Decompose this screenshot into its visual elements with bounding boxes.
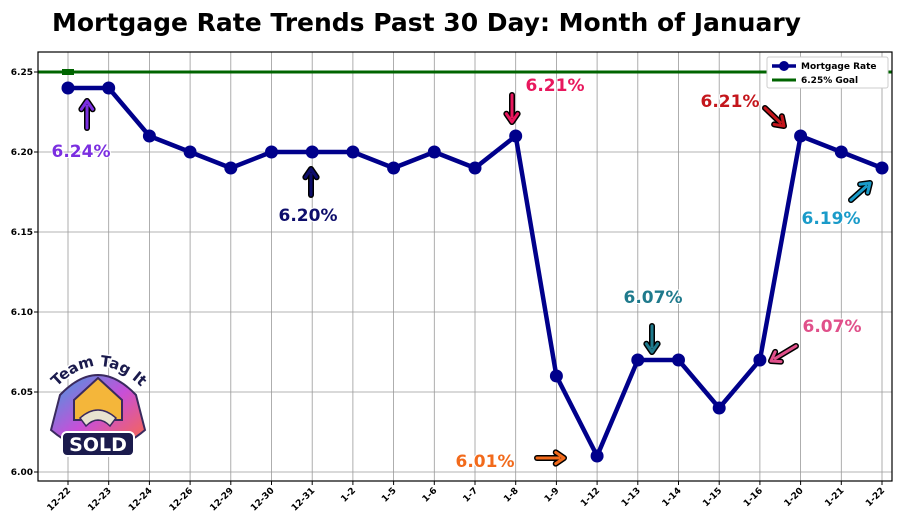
annotation-arrow — [78, 98, 96, 131]
data-point — [590, 449, 604, 463]
handshake-icon — [78, 409, 118, 428]
annotation-label: 6.24% — [52, 142, 111, 162]
x-tick-label: 12-22 — [46, 486, 73, 513]
data-point — [305, 145, 319, 159]
x-tick-label: 12-26 — [168, 486, 195, 513]
x-tick-label: 12-31 — [290, 486, 317, 513]
data-point — [346, 145, 360, 159]
data-point — [509, 129, 523, 143]
x-tick-label: 1-8 — [502, 486, 521, 505]
annotation-label: 6.20% — [279, 206, 338, 226]
annotation-arrow — [848, 180, 873, 203]
annotation-arrow — [762, 105, 787, 129]
annotation-arrow — [503, 92, 521, 125]
x-tick-label: 1-6 — [421, 486, 440, 505]
annotation-label: 6.01% — [456, 452, 515, 472]
data-point — [102, 81, 116, 95]
goal-line-marker — [62, 69, 74, 75]
data-point — [427, 145, 441, 159]
data-point — [875, 161, 889, 175]
y-tick-label: 6.05 — [11, 388, 33, 398]
legend-box — [766, 56, 889, 89]
data-point — [468, 161, 482, 175]
series-mortgage-rate — [61, 81, 889, 463]
data-point — [224, 161, 238, 175]
x-tick-label: 1-12 — [579, 486, 602, 509]
y-axis: 6.00 6.05 6.10 6.15 6.20 6.25 — [11, 68, 38, 478]
data-point — [265, 145, 278, 159]
x-tick-label: 12-24 — [127, 486, 154, 513]
x-tick-label: 12-29 — [208, 486, 235, 513]
annotation-arrow — [768, 343, 799, 365]
annotation-label: 6.19% — [802, 209, 861, 229]
x-tick-label: 1-22 — [864, 486, 887, 509]
data-point — [834, 145, 848, 159]
y-tick-label: 6.10 — [11, 308, 33, 318]
grid — [38, 52, 892, 481]
annotations: 6.24% 6.20% 6.21% 6.21% 6.19% 6.07% 6.07% 6.01% — [51, 75, 873, 473]
x-tick-label: 1-5 — [380, 486, 399, 505]
x-tick-label: 12-23 — [86, 486, 113, 513]
x-tick-label: 1-16 — [742, 486, 765, 509]
x-tick-label: 1-13 — [620, 486, 643, 509]
x-tick-label: 12-30 — [249, 486, 276, 513]
legend-marker-series — [779, 61, 789, 71]
annotation-label: 6.21% — [701, 92, 760, 112]
goal-reference-line — [38, 69, 892, 75]
data-point — [549, 369, 563, 383]
legend: Mortgage Rate 6.25% Goal — [766, 56, 889, 89]
annotation-arrow — [534, 449, 567, 467]
data-point — [672, 353, 685, 367]
x-tick-label: 1-20 — [783, 486, 806, 509]
y-tick-label: 6.25 — [11, 68, 33, 78]
y-tick-label: 6.00 — [11, 468, 33, 478]
data-point — [794, 129, 808, 143]
logo-text-sold: SOLD — [69, 434, 127, 456]
legend-label-goal: 6.25% Goal — [801, 76, 858, 86]
chart-title: Mortgage Rate Trends Past 30 Day: Month … — [52, 8, 801, 37]
annotation-label: 6.07% — [624, 288, 683, 308]
data-point — [387, 161, 401, 175]
legend-label-series: Mortgage Rate — [801, 62, 877, 72]
y-tick-label: 6.20 — [11, 148, 33, 158]
plot-frame — [37, 51, 893, 482]
x-tick-label: 1-7 — [462, 486, 481, 505]
x-tick-label: 1-21 — [823, 486, 846, 509]
x-tick-label: 1-9 — [543, 486, 562, 505]
logo-sold-banner — [61, 431, 135, 457]
team-tag-it-logo: Team Tag It SOLD — [46, 350, 152, 457]
data-point — [142, 129, 156, 143]
annotation-label: 6.21% — [526, 76, 585, 96]
data-point — [631, 353, 645, 367]
y-tick-label: 6.15 — [11, 228, 33, 238]
annotation-arrow — [302, 166, 320, 198]
data-point — [183, 145, 197, 159]
annotation-arrow — [643, 323, 661, 355]
data-point — [753, 353, 767, 367]
annotation-label: 6.07% — [803, 317, 862, 337]
data-point — [61, 81, 75, 95]
x-axis: 12-22 12-23 12-24 12-26 12-29 12-30 12-31 1-2 1-… — [46, 481, 887, 513]
data-point — [712, 401, 726, 415]
x-tick-label: 1-2 — [339, 486, 358, 505]
house-icon — [73, 376, 123, 421]
x-tick-label: 1-14 — [661, 486, 684, 509]
x-tick-label: 1-15 — [701, 486, 724, 509]
